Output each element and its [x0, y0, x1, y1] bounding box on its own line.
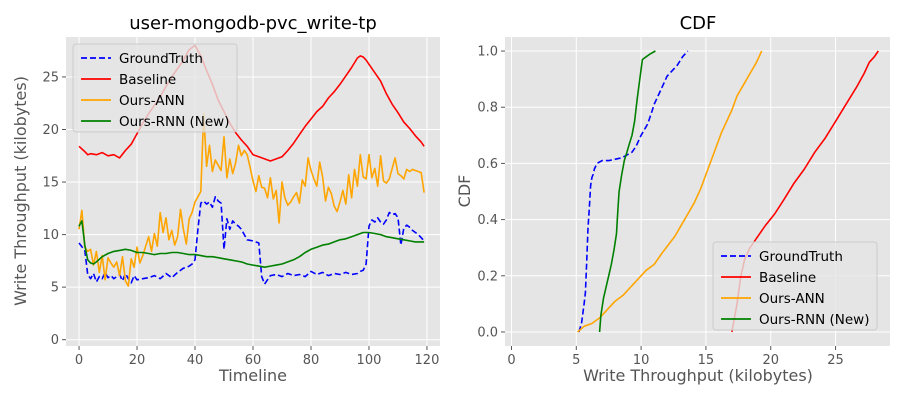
x-tick-label: 0: [507, 353, 515, 368]
legend-timeline: GroundTruth Baseline Ours-ANN Ours-RNN (New…: [72, 43, 238, 133]
legend-label: Baseline: [119, 72, 176, 88]
y-tick-label: 0.8: [477, 101, 498, 116]
x-tick-label: 40: [187, 353, 204, 368]
y-axis-label-timeline: Write Throughput (kilobytes): [11, 76, 30, 306]
x-tick-label: 25: [827, 353, 844, 368]
legend-label: Ours-ANN: [759, 291, 825, 307]
x-tick-label: 15: [698, 353, 715, 368]
y-tick-label: 5: [51, 281, 59, 296]
gridlines-cdf: [505, 37, 890, 346]
tick-labels-timeline: 0 20 40 60 80 100 120 0 5 10 15 20 25: [42, 70, 439, 368]
legend-cdf: GroundTruth Baseline Ours-ANN Ours-RNN (New…: [712, 241, 878, 331]
x-tick-label: 20: [129, 353, 146, 368]
legend-label: GroundTruth: [119, 51, 203, 67]
y-tick-label: 20: [42, 123, 59, 138]
series-line-groundtruth: [578, 50, 689, 333]
x-tick-label: 5: [572, 353, 580, 368]
x-tick-label: 60: [245, 353, 262, 368]
tick-labels-cdf: 0 5 10 15 20 25 0.0 0.2 0.4 0.6 0.8 1.0: [477, 45, 844, 368]
x-axis-label-timeline: Timeline: [218, 366, 287, 385]
series-line-ours-rnn-new: [78, 220, 425, 269]
series-line-groundtruth: [78, 196, 425, 285]
y-tick-label: 25: [42, 70, 59, 85]
legend-label: Ours-RNN (New): [119, 114, 230, 130]
y-tick-label: 0: [51, 333, 59, 348]
x-tick-label: 120: [415, 353, 440, 368]
chart-timeline: 0 20 40 60 80 100 120 0 5 10 15 20 25 user-mongodb-p…: [11, 13, 440, 385]
series-lines-timeline: [78, 44, 425, 287]
series-line-baseline: [78, 44, 425, 162]
chart-title-timeline: user-mongodb-pvc_write-tp: [129, 13, 377, 34]
series-line-ours-ann: [577, 50, 763, 333]
legend-label: Ours-RNN (New): [759, 312, 870, 328]
x-tick-label: 80: [303, 353, 320, 368]
y-tick-label: 0.0: [477, 325, 498, 340]
legend-label: GroundTruth: [759, 249, 843, 265]
series-line-ours-rnn-new: [598, 50, 656, 333]
y-axis-label-cdf: CDF: [455, 175, 474, 208]
y-tick-label: 0.6: [477, 157, 498, 172]
y-tick-label: 10: [42, 228, 59, 243]
x-tick-label: 10: [633, 353, 650, 368]
legend-label: Baseline: [759, 270, 816, 286]
y-tick-label: 15: [42, 176, 59, 191]
legend-label: Ours-ANN: [119, 93, 185, 109]
y-tick-label: 1.0: [477, 45, 498, 60]
series-line-ours-ann: [78, 112, 425, 287]
chart-cdf: 0 5 10 15 20 25 0.0 0.2 0.4 0.6 0.8 1.0 CDF Write T…: [455, 13, 890, 385]
x-axis-label-cdf: Write Throughput (kilobytes): [583, 366, 813, 385]
y-tick-label: 0.2: [477, 269, 498, 284]
x-tick-label: 100: [357, 353, 382, 368]
y-tick-label: 0.4: [477, 213, 498, 228]
x-tick-label: 0: [75, 353, 83, 368]
chart-title-cdf: CDF: [680, 13, 717, 34]
x-tick-label: 20: [762, 353, 779, 368]
